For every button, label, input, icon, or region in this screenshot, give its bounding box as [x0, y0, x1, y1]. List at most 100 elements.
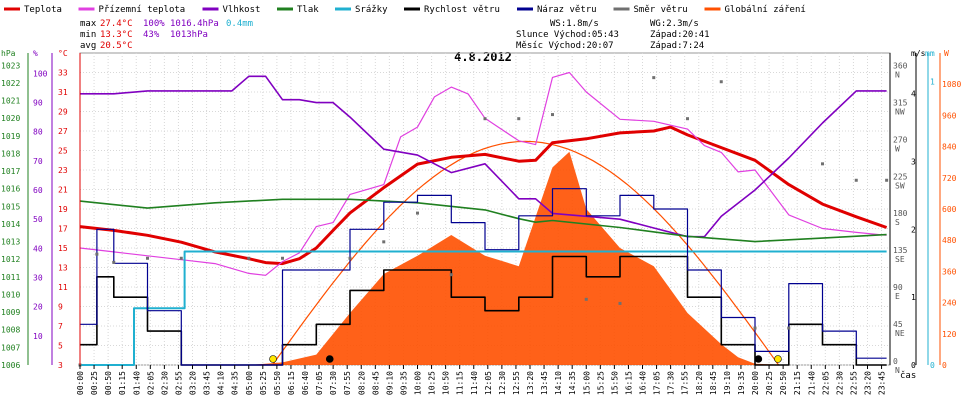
time-tick: 11:15 [456, 371, 465, 395]
series-teplota [79, 125, 888, 266]
dir-tick-label: W [895, 144, 900, 153]
time-tick: 14:10 [554, 371, 563, 395]
hpa-tick: 1011 [1, 273, 20, 282]
hpa-tick: 1018 [1, 149, 20, 158]
dir-tick-label: S [895, 218, 900, 227]
time-tick: 06:40 [301, 371, 310, 395]
stat-rain: 0.4mm [226, 19, 253, 29]
time-tick: 02:55 [174, 371, 183, 395]
ms-tick: 3 [911, 158, 916, 167]
dir-tick-label: E [895, 292, 900, 301]
sun-marker [269, 355, 277, 363]
info-text: WG:2.3m/s [650, 19, 699, 29]
hpa-tick: 1020 [1, 114, 20, 123]
celsius-tick: 19 [58, 205, 68, 214]
time-tick: 22:30 [835, 371, 844, 395]
w-tick: 0 [942, 361, 947, 370]
mm-tick: 0 [930, 361, 935, 370]
time-tick: 16:15 [624, 371, 633, 395]
stat-temp: 27.4°C [100, 19, 133, 29]
legend-label: Globální záření [725, 5, 806, 15]
pct-tick: 50 [33, 215, 43, 224]
time-tick: 05:50 [273, 371, 282, 395]
time-tick: 07:55 [343, 371, 352, 395]
stat-label: avg [80, 41, 96, 51]
time-tick: 13:45 [540, 371, 549, 395]
ms-unit: m/s [911, 49, 926, 58]
time-tick: 01:40 [132, 371, 141, 395]
celsius-tick: 27 [58, 127, 68, 136]
w-tick: 360 [942, 267, 957, 276]
time-tick: 19:35 [737, 371, 746, 395]
pct-tick: 100 [33, 69, 48, 78]
radiation-theoretical [271, 140, 780, 366]
legend: Teplota Přízemní teplota Vlhkost Tlak Srážky… [4, 5, 806, 15]
pct-tick: 10 [33, 332, 43, 341]
celsius-tick: 17 [58, 225, 68, 234]
time-tick: 11:40 [470, 371, 479, 395]
wind-direction-point [247, 256, 251, 260]
wind-direction-point [821, 162, 824, 166]
celsius-tick: 9 [58, 303, 63, 312]
dir-tick-label: SE [895, 255, 905, 264]
celsius-unit: °C [58, 49, 68, 58]
stats-panel: max 27.4°C 100% 1016.4hPa 0.4mm min 13.3°C 43% 1… [80, 19, 710, 51]
time-tick: 23:20 [864, 371, 873, 395]
hpa-unit: hPa [1, 49, 16, 58]
chart-title: 4.8.2012 [454, 50, 512, 64]
series-radiation [80, 140, 887, 366]
celsius-tick: 33 [58, 69, 68, 78]
dir-tick: 135 [893, 246, 908, 255]
pct-tick: 20 [33, 303, 43, 312]
wind-direction-point [517, 117, 521, 121]
info-text: WS:1.8m/s [550, 19, 599, 29]
wind-direction-point [281, 256, 284, 260]
wind-direction-point [146, 256, 149, 260]
series-sr-ky [80, 250, 887, 366]
legend-label: Vlhkost [223, 5, 261, 15]
time-tick: 02:30 [160, 371, 169, 395]
stat-label: max [80, 19, 97, 29]
time-tick: 03:20 [189, 371, 198, 395]
stat-pressure: 1016.4hPa [170, 19, 219, 29]
hpa-tick: 1006 [1, 361, 20, 370]
moon-marker [754, 355, 763, 363]
w-tick: 480 [942, 236, 957, 245]
legend-label: Náraz větru [537, 5, 597, 15]
pct-tick: 40 [33, 244, 43, 253]
celsius-tick: 13 [58, 264, 68, 273]
mm-tick: 1 [930, 77, 935, 86]
time-tick: 18:20 [695, 371, 704, 395]
legend-label: Rychlost větru [424, 5, 500, 15]
wind-direction-point [584, 297, 588, 301]
dir-tick: 270 [893, 135, 908, 144]
pct-tick: 60 [33, 186, 43, 195]
w-tick: 1080 [942, 80, 961, 89]
x-axis-label: čas [900, 370, 916, 381]
hpa-tick: 1019 [1, 132, 20, 141]
wind-direction-point [416, 211, 419, 215]
wind-direction-point [719, 80, 723, 84]
time-tick: 22:55 [849, 371, 858, 395]
series-vlhkost [80, 75, 887, 238]
hpa-tick: 1016 [1, 185, 20, 194]
hpa-tick: 1009 [1, 308, 20, 317]
time-tick: 22:05 [821, 371, 830, 395]
time-tick: 10:00 [414, 371, 423, 395]
celsius-tick: 15 [58, 244, 68, 253]
hpa-tick: 1007 [1, 343, 20, 352]
time-tick: 23:45 [878, 371, 887, 395]
hpa-tick: 1008 [1, 326, 20, 335]
wind-direction-point [753, 326, 757, 330]
wind-direction-point [348, 256, 352, 260]
time-tick: 01:15 [118, 371, 127, 395]
time-tick: 07:05 [315, 371, 324, 395]
time-tick: 18:45 [709, 371, 718, 395]
time-tick: 17:05 [653, 371, 662, 395]
time-tick: 15:50 [610, 371, 619, 395]
hpa-tick: 1022 [1, 79, 20, 88]
time-tick: 10:25 [428, 371, 437, 395]
wind-direction-point [483, 117, 487, 121]
wind-direction-point [686, 117, 689, 121]
